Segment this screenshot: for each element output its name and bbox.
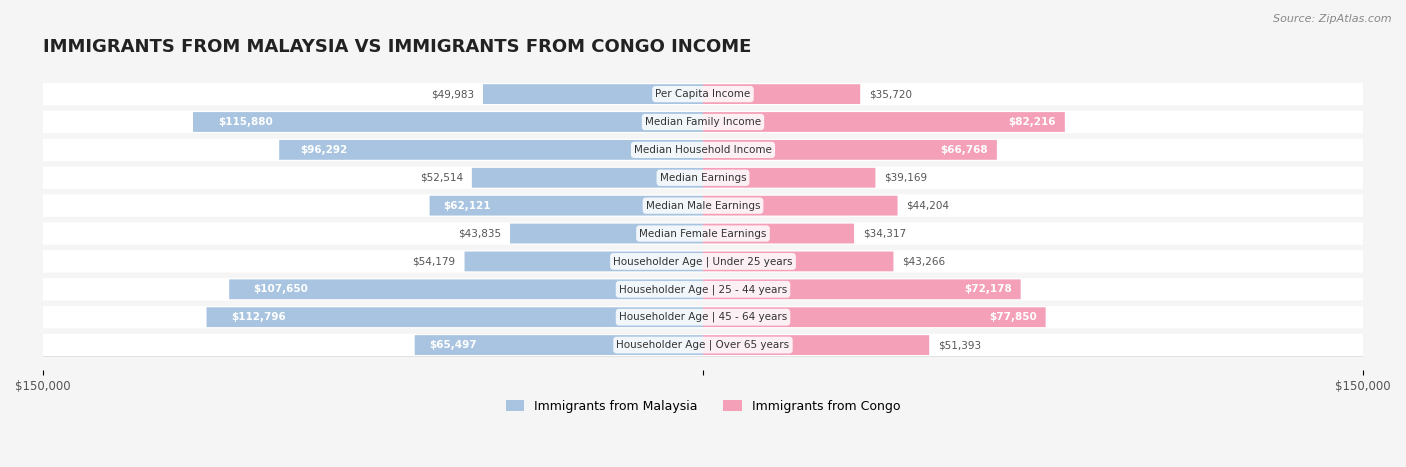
FancyBboxPatch shape — [484, 84, 703, 104]
Legend: Immigrants from Malaysia, Immigrants from Congo: Immigrants from Malaysia, Immigrants fro… — [501, 395, 905, 418]
Text: Householder Age | Under 25 years: Householder Age | Under 25 years — [613, 256, 793, 267]
FancyBboxPatch shape — [703, 279, 1021, 299]
FancyBboxPatch shape — [42, 139, 1364, 161]
FancyBboxPatch shape — [42, 306, 1364, 328]
Text: Householder Age | 25 - 44 years: Householder Age | 25 - 44 years — [619, 284, 787, 295]
FancyBboxPatch shape — [42, 83, 1364, 105]
FancyBboxPatch shape — [703, 168, 876, 188]
FancyBboxPatch shape — [42, 334, 1364, 356]
FancyBboxPatch shape — [430, 196, 703, 216]
FancyBboxPatch shape — [280, 140, 703, 160]
Text: $39,169: $39,169 — [884, 173, 928, 183]
Text: $72,178: $72,178 — [965, 284, 1012, 294]
FancyBboxPatch shape — [42, 167, 1364, 189]
FancyBboxPatch shape — [472, 168, 703, 188]
FancyBboxPatch shape — [703, 224, 853, 243]
Text: $65,497: $65,497 — [429, 340, 477, 350]
Text: Householder Age | 45 - 64 years: Householder Age | 45 - 64 years — [619, 312, 787, 322]
FancyBboxPatch shape — [703, 335, 929, 355]
Text: $107,650: $107,650 — [253, 284, 308, 294]
FancyBboxPatch shape — [464, 252, 703, 271]
Text: $82,216: $82,216 — [1008, 117, 1056, 127]
Text: $52,514: $52,514 — [420, 173, 463, 183]
Text: $49,983: $49,983 — [432, 89, 474, 99]
Text: $54,179: $54,179 — [412, 256, 456, 266]
Text: Per Capita Income: Per Capita Income — [655, 89, 751, 99]
FancyBboxPatch shape — [42, 222, 1364, 245]
Text: IMMIGRANTS FROM MALAYSIA VS IMMIGRANTS FROM CONGO INCOME: IMMIGRANTS FROM MALAYSIA VS IMMIGRANTS F… — [42, 38, 751, 57]
FancyBboxPatch shape — [42, 278, 1364, 300]
Text: $51,393: $51,393 — [938, 340, 981, 350]
Text: $35,720: $35,720 — [869, 89, 912, 99]
Text: Median Female Earnings: Median Female Earnings — [640, 228, 766, 239]
FancyBboxPatch shape — [42, 194, 1364, 217]
Text: $43,266: $43,266 — [903, 256, 945, 266]
FancyBboxPatch shape — [42, 111, 1364, 133]
FancyBboxPatch shape — [193, 112, 703, 132]
Text: $34,317: $34,317 — [863, 228, 905, 239]
FancyBboxPatch shape — [42, 250, 1364, 273]
Text: $96,292: $96,292 — [301, 145, 347, 155]
Text: $62,121: $62,121 — [443, 201, 491, 211]
FancyBboxPatch shape — [510, 224, 703, 243]
Text: $44,204: $44,204 — [907, 201, 949, 211]
FancyBboxPatch shape — [703, 112, 1064, 132]
Text: $112,796: $112,796 — [232, 312, 287, 322]
FancyBboxPatch shape — [207, 307, 703, 327]
FancyBboxPatch shape — [415, 335, 703, 355]
Text: Median Male Earnings: Median Male Earnings — [645, 201, 761, 211]
Text: Source: ZipAtlas.com: Source: ZipAtlas.com — [1274, 14, 1392, 24]
FancyBboxPatch shape — [703, 140, 997, 160]
Text: Median Family Income: Median Family Income — [645, 117, 761, 127]
Text: $77,850: $77,850 — [988, 312, 1036, 322]
FancyBboxPatch shape — [703, 307, 1046, 327]
FancyBboxPatch shape — [703, 196, 897, 216]
Text: Median Earnings: Median Earnings — [659, 173, 747, 183]
Text: $43,835: $43,835 — [458, 228, 502, 239]
Text: $115,880: $115,880 — [218, 117, 273, 127]
Text: Householder Age | Over 65 years: Householder Age | Over 65 years — [616, 340, 790, 350]
FancyBboxPatch shape — [703, 252, 893, 271]
FancyBboxPatch shape — [229, 279, 703, 299]
Text: Median Household Income: Median Household Income — [634, 145, 772, 155]
FancyBboxPatch shape — [703, 84, 860, 104]
Text: $66,768: $66,768 — [941, 145, 988, 155]
